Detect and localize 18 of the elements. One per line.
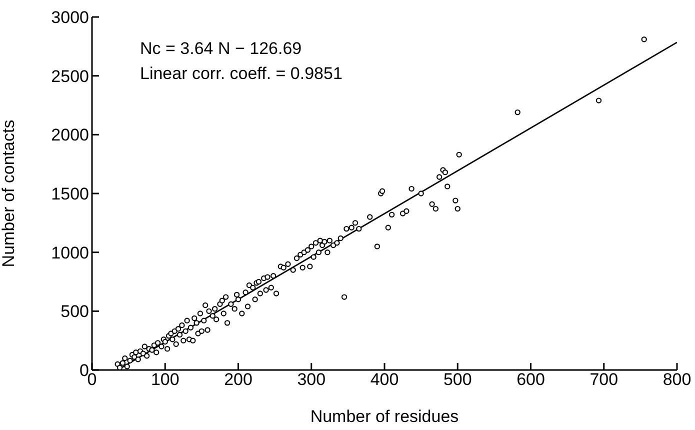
x-tick-label: 100: [150, 370, 180, 390]
annotation: Nc = 3.64 N − 126.69: [140, 38, 303, 60]
x-tick-label: 700: [590, 370, 618, 390]
y-tick-label: 1500: [51, 184, 89, 204]
y-tick-label: 500: [60, 302, 89, 322]
y-tick-label: 2500: [51, 66, 89, 86]
x-tick-label: 300: [297, 370, 326, 390]
x-tick-label: 600: [516, 370, 545, 390]
y-tick-label: 1000: [51, 243, 89, 262]
x-axis-title: Number of residues: [310, 407, 459, 426]
x-tick-label: 500: [443, 370, 472, 390]
y-tick-label: 3000: [51, 8, 89, 28]
annotation: Linear corr. coeff. = 0.9851: [140, 63, 342, 85]
x-tick-label: 400: [370, 370, 399, 390]
y-tick-label: 2000: [51, 126, 89, 145]
x-tick-label: 200: [224, 370, 252, 390]
y-axis-title: Number of contacts: [0, 120, 18, 268]
x-tick-label: 800: [662, 370, 692, 390]
